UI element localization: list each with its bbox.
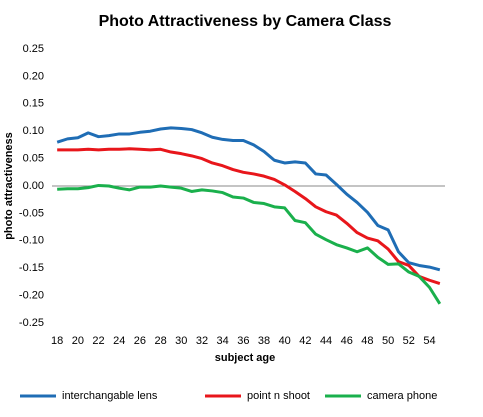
x-tick-label: 54 (423, 335, 435, 347)
y-tick-label: -0.05 (19, 207, 44, 219)
x-tick-label: 34 (217, 335, 229, 347)
series-line (57, 147, 441, 285)
y-tick-label: 0.25 (23, 43, 44, 55)
x-tick-label: 44 (320, 335, 332, 347)
x-tick-label: 24 (113, 335, 125, 347)
y-tick-label: 0.05 (23, 153, 44, 165)
y-axis-title: photo attractiveness (3, 132, 15, 240)
y-tick-label: -0.10 (19, 235, 44, 247)
legend-label: point n shoot (247, 390, 310, 402)
x-axis-title: subject age (215, 352, 276, 364)
x-tick-label: 18 (51, 335, 63, 347)
y-tick-label: 0.20 (23, 70, 44, 82)
x-tick-label: 46 (341, 335, 353, 347)
y-tick-label: 0.00 (23, 180, 44, 192)
y-tick-label: -0.25 (19, 317, 44, 329)
x-tick-label: 38 (258, 335, 270, 347)
series-line (56, 126, 441, 272)
chart-title: Photo Attractiveness by Camera Class (99, 13, 392, 30)
y-tick-label: 0.10 (23, 125, 44, 137)
legend-label: camera phone (367, 390, 437, 402)
x-tick-label: 20 (72, 335, 84, 347)
y-tick-label: -0.15 (19, 262, 44, 274)
x-tick-label: 32 (196, 335, 208, 347)
x-tick-label: 42 (299, 335, 311, 347)
y-tick-label: 0.15 (23, 98, 44, 110)
x-tick-label: 48 (361, 335, 373, 347)
x-tick-label: 36 (237, 335, 249, 347)
x-tick-label: 40 (279, 335, 291, 347)
x-tick-label: 30 (175, 335, 187, 347)
x-tick-label: 26 (134, 335, 146, 347)
series-line (57, 183, 442, 305)
y-tick-label: -0.20 (19, 290, 44, 302)
x-tick-label: 28 (154, 335, 166, 347)
legend-label: interchangable lens (62, 390, 158, 402)
x-tick-label: 52 (403, 335, 415, 347)
x-tick-label: 22 (92, 335, 104, 347)
x-tick-label: 50 (382, 335, 394, 347)
